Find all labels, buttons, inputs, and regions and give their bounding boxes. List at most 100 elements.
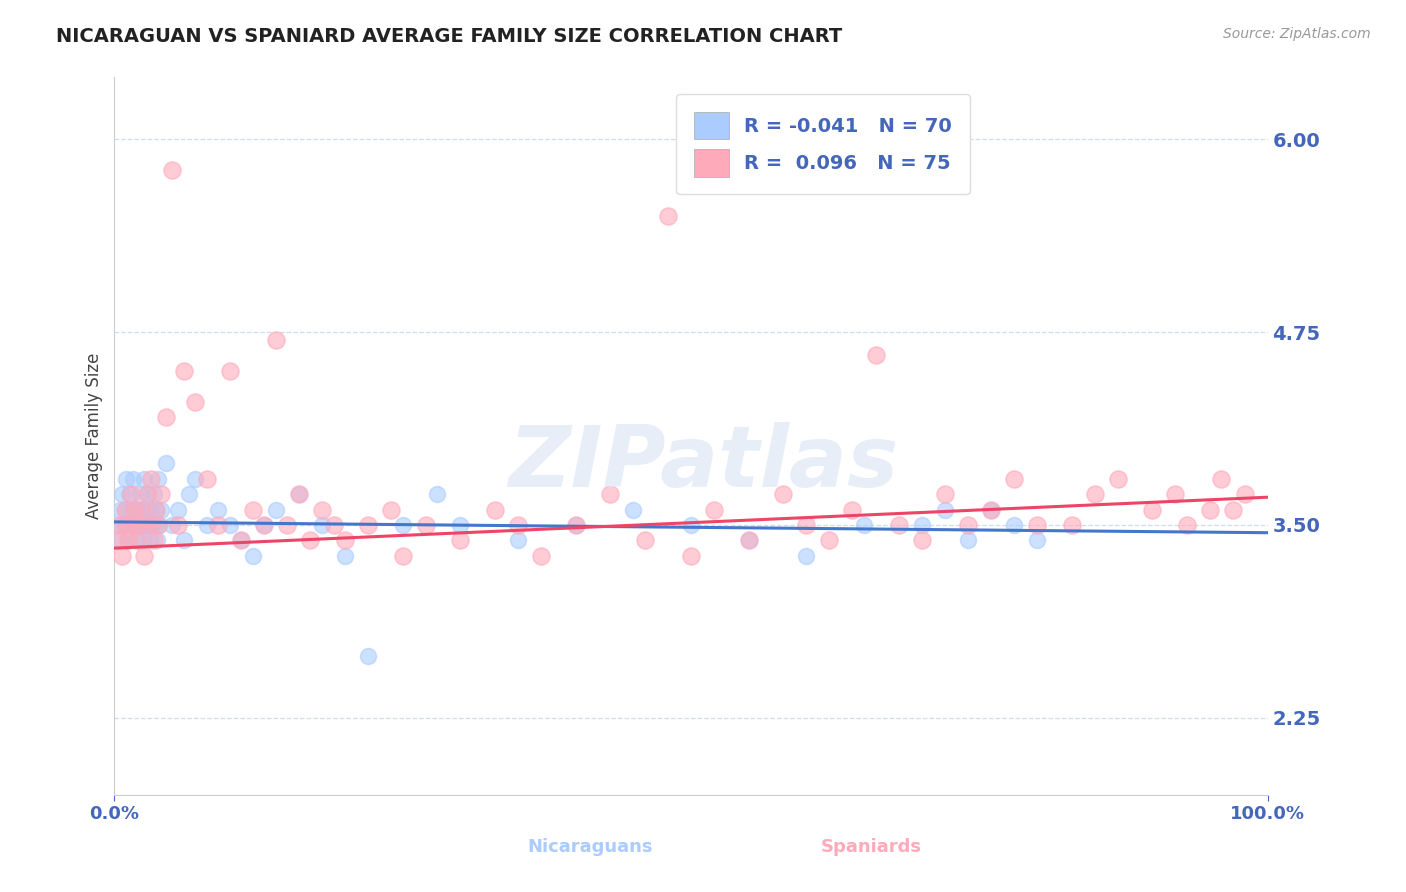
- Point: [141, 472, 163, 486]
- Point: [131, 502, 153, 516]
- Point: [357, 649, 380, 664]
- Point: [311, 518, 333, 533]
- Point: [108, 518, 131, 533]
- Point: [134, 472, 156, 486]
- Point: [956, 518, 979, 533]
- Point: [231, 533, 253, 548]
- Point: [679, 518, 702, 533]
- Point: [1107, 472, 1129, 486]
- Point: [141, 518, 163, 533]
- Point: [1002, 472, 1025, 486]
- Point: [357, 518, 380, 533]
- Point: [110, 533, 132, 548]
- Point: [117, 533, 139, 548]
- Point: [135, 502, 157, 516]
- Point: [173, 364, 195, 378]
- Point: [288, 487, 311, 501]
- Point: [114, 502, 136, 516]
- Text: Nicaraguans: Nicaraguans: [527, 838, 654, 856]
- Point: [195, 518, 218, 533]
- Point: [125, 533, 148, 548]
- Point: [127, 533, 149, 548]
- Point: [128, 518, 150, 533]
- Point: [143, 518, 166, 533]
- Point: [141, 502, 163, 516]
- Point: [121, 518, 143, 533]
- Point: [128, 518, 150, 533]
- Point: [134, 549, 156, 563]
- Point: [264, 502, 287, 516]
- Text: ZIPatlas: ZIPatlas: [508, 422, 898, 506]
- Point: [148, 518, 170, 533]
- Point: [114, 502, 136, 516]
- Point: [112, 518, 135, 533]
- Point: [1199, 502, 1222, 516]
- Point: [115, 472, 138, 486]
- Point: [449, 518, 471, 533]
- Point: [115, 518, 138, 533]
- Point: [207, 518, 229, 533]
- Point: [166, 518, 188, 533]
- Point: [980, 502, 1002, 516]
- Text: Spaniards: Spaniards: [821, 838, 922, 856]
- Point: [911, 518, 934, 533]
- Point: [1084, 487, 1107, 501]
- Text: NICARAGUAN VS SPANIARD AVERAGE FAMILY SIZE CORRELATION CHART: NICARAGUAN VS SPANIARD AVERAGE FAMILY SI…: [56, 27, 842, 45]
- Point: [657, 210, 679, 224]
- Point: [124, 502, 146, 516]
- Point: [1164, 487, 1187, 501]
- Point: [231, 533, 253, 548]
- Point: [564, 518, 586, 533]
- Point: [737, 533, 759, 548]
- Point: [160, 163, 183, 178]
- Point: [142, 487, 165, 501]
- Point: [934, 487, 956, 501]
- Point: [1175, 518, 1198, 533]
- Point: [887, 518, 910, 533]
- Point: [195, 472, 218, 486]
- Point: [852, 518, 875, 533]
- Point: [107, 533, 129, 548]
- Point: [121, 518, 143, 533]
- Point: [131, 502, 153, 516]
- Point: [242, 549, 264, 563]
- Point: [322, 518, 344, 533]
- Point: [1026, 533, 1049, 548]
- Point: [772, 487, 794, 501]
- Point: [207, 502, 229, 516]
- Point: [160, 518, 183, 533]
- Point: [138, 518, 160, 533]
- Point: [120, 502, 142, 516]
- Point: [253, 518, 276, 533]
- Point: [818, 533, 841, 548]
- Point: [142, 533, 165, 548]
- Point: [980, 502, 1002, 516]
- Point: [138, 518, 160, 533]
- Point: [111, 549, 134, 563]
- Point: [391, 549, 413, 563]
- Point: [391, 518, 413, 533]
- Point: [380, 502, 402, 516]
- Text: Source: ZipAtlas.com: Source: ZipAtlas.com: [1223, 27, 1371, 41]
- Point: [117, 533, 139, 548]
- Point: [426, 487, 449, 501]
- Point: [121, 472, 143, 486]
- Point: [841, 502, 863, 516]
- Point: [276, 518, 298, 533]
- Point: [149, 502, 172, 516]
- Point: [218, 364, 240, 378]
- Point: [135, 487, 157, 501]
- Point: [145, 502, 167, 516]
- Point: [449, 533, 471, 548]
- Point: [173, 533, 195, 548]
- Point: [264, 333, 287, 347]
- Point: [184, 394, 207, 409]
- Point: [794, 518, 817, 533]
- Point: [108, 518, 131, 533]
- Point: [956, 533, 979, 548]
- Point: [184, 472, 207, 486]
- Point: [506, 533, 529, 548]
- Point: [564, 518, 586, 533]
- Point: [136, 487, 159, 501]
- Point: [179, 487, 201, 501]
